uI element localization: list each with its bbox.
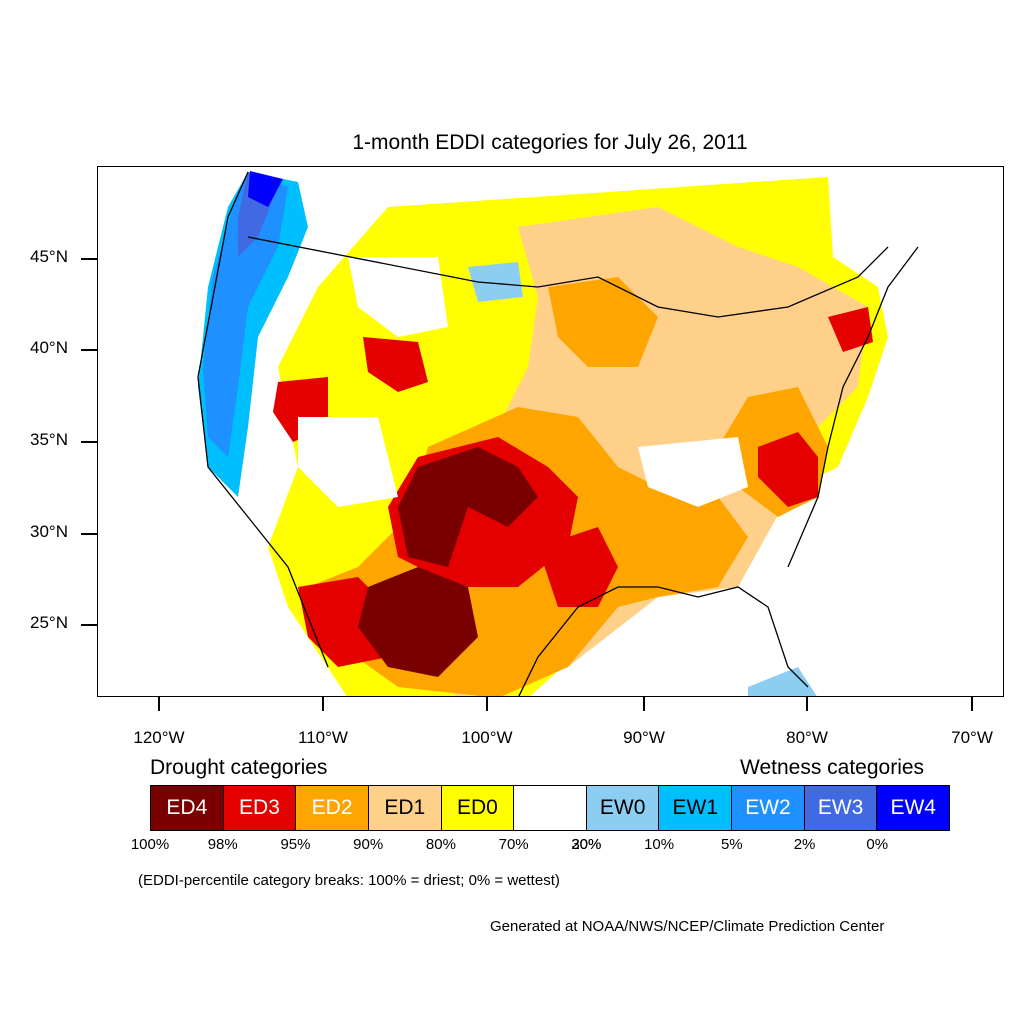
lat-tick bbox=[81, 258, 97, 260]
region-ed3 bbox=[363, 337, 428, 392]
region-normal bbox=[298, 417, 398, 507]
region-ew0 bbox=[468, 262, 523, 302]
credit-line: Generated at NOAA/NWS/NCEP/Climate Predi… bbox=[490, 918, 885, 935]
percentile-label: 0% bbox=[866, 836, 889, 853]
percentile-label: 100% bbox=[130, 836, 170, 853]
eddi-map bbox=[97, 166, 1004, 697]
lon-label: 70°W bbox=[951, 728, 993, 747]
legend-swatch: ED1 bbox=[368, 786, 442, 830]
percentile-label: 98% bbox=[207, 836, 238, 853]
percentile-label: 20% bbox=[571, 836, 602, 853]
lat-label: 45°N bbox=[30, 247, 68, 266]
map-title: 1-month EDDI categories for July 26, 201… bbox=[352, 131, 748, 154]
region-ed2 bbox=[548, 277, 658, 367]
map-outlines bbox=[197, 171, 919, 696]
lon-label: 90°W bbox=[623, 728, 665, 747]
map-shading bbox=[198, 171, 888, 696]
legend-swatch: EW2 bbox=[732, 786, 805, 830]
lon-label: 80°W bbox=[786, 728, 828, 747]
lon-tick bbox=[158, 697, 160, 711]
region-ed4 bbox=[398, 447, 538, 567]
lon-label: 100°W bbox=[461, 728, 513, 747]
lat-label: 30°N bbox=[30, 522, 68, 541]
coastline-gulf bbox=[518, 586, 809, 696]
drought-heading: Drought categories bbox=[150, 756, 328, 779]
legend-swatch: ED3 bbox=[223, 786, 297, 830]
legend-swatch: ED2 bbox=[296, 786, 369, 830]
lat-label: 35°N bbox=[30, 430, 68, 449]
coastline-east bbox=[787, 246, 919, 568]
lat-tick bbox=[81, 441, 97, 443]
region-ed3 bbox=[758, 432, 818, 507]
percentile-label: 70% bbox=[498, 836, 529, 853]
coastline-west bbox=[197, 171, 329, 668]
lon-label: 110°W bbox=[298, 728, 348, 747]
region-ew0 bbox=[748, 667, 817, 696]
legend-swatch: EW1 bbox=[659, 786, 733, 830]
lat-tick bbox=[81, 533, 97, 535]
percentile-label: 30% bbox=[571, 836, 602, 853]
legend-swatch: ED4 bbox=[151, 786, 224, 830]
percentile-label: 2% bbox=[793, 836, 816, 853]
legend-bar: ED4 ED3 ED2 ED1 ED0 EW0 EW1 EW2 EW3 EW4 bbox=[150, 785, 950, 831]
legend-swatch: EW4 bbox=[877, 786, 950, 830]
lon-tick bbox=[486, 697, 488, 711]
region-ew2 bbox=[203, 172, 288, 457]
lon-tick bbox=[971, 697, 973, 711]
lon-tick bbox=[806, 697, 808, 711]
region-ew4 bbox=[248, 171, 283, 207]
region-normal bbox=[638, 437, 748, 507]
map-canvas bbox=[197, 171, 919, 696]
wetness-heading: Wetness categories bbox=[740, 756, 925, 779]
lon-tick bbox=[643, 697, 645, 711]
percentile-label: 5% bbox=[720, 836, 743, 853]
percentile-label: 80% bbox=[425, 836, 456, 853]
category-note: (EDDI-percentile category breaks: 100% =… bbox=[138, 872, 560, 889]
percentile-label: 10% bbox=[644, 836, 675, 853]
lat-tick bbox=[81, 624, 97, 626]
legend-swatch bbox=[514, 786, 587, 830]
lat-label: 40°N bbox=[30, 338, 68, 357]
lat-tick bbox=[81, 349, 97, 351]
border-canada bbox=[247, 236, 889, 318]
legend-swatch: ED0 bbox=[441, 786, 515, 830]
region-ed4 bbox=[358, 567, 478, 677]
region-ed3 bbox=[828, 307, 873, 352]
lat-label: 25°N bbox=[30, 613, 68, 632]
legend-swatch: EW0 bbox=[586, 786, 660, 830]
region-ed3 bbox=[538, 527, 618, 607]
percentile-label: 90% bbox=[353, 836, 384, 853]
lon-tick bbox=[322, 697, 324, 711]
region-normal bbox=[348, 257, 448, 337]
lon-label: 120°W bbox=[133, 728, 185, 747]
percentile-label: 95% bbox=[280, 836, 311, 853]
legend-swatch: EW3 bbox=[804, 786, 878, 830]
